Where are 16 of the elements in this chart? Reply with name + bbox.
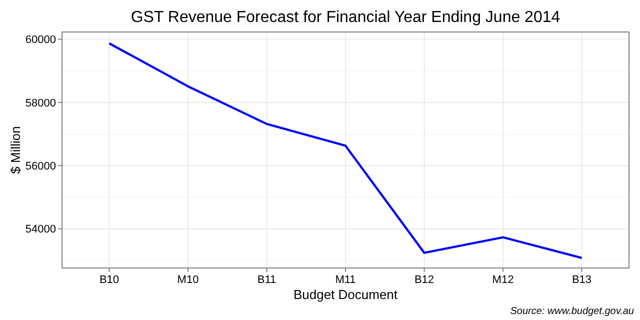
y-tick-label: 60000 [25,34,56,46]
line-series [108,42,583,259]
x-tick-label: B11 [257,274,276,286]
y-tick-label: 54000 [25,224,56,236]
x-axis-title: Budget Document [293,287,398,302]
x-tick-label: M10 [177,274,199,286]
y-tick-label: 56000 [25,160,56,172]
x-tick-label: B12 [414,274,434,286]
x-tick-label: M11 [335,274,356,286]
x-tick-label: M12 [492,274,514,286]
source-note: Source: www.budget.gov.au [510,306,634,317]
y-axis-title: $ Million [8,126,23,174]
x-tick-label: B13 [572,274,592,286]
chart-title: GST Revenue Forecast for Financial Year Ending June 2014 [130,9,560,26]
x-tick-label: B10 [99,274,120,286]
y-tick-label: 58000 [25,97,56,110]
